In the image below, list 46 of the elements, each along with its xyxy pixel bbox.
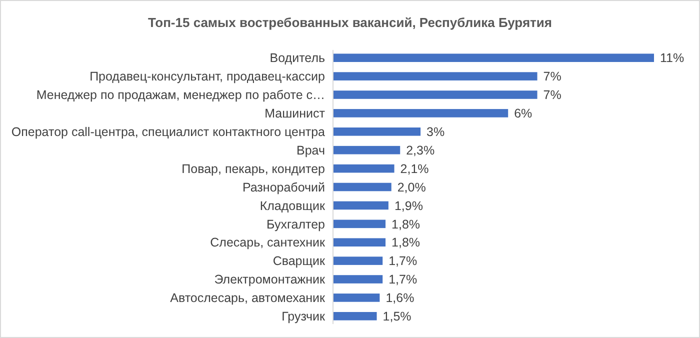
data-label: 2,0% xyxy=(397,180,426,194)
data-label: 1,9% xyxy=(394,198,423,213)
bar xyxy=(333,294,380,302)
data-label: 7% xyxy=(543,88,562,102)
data-label: 2,1% xyxy=(400,162,429,176)
y-tick-label: Продавец-консультант, продавец-кассир xyxy=(90,70,326,84)
y-tick-label: Врач xyxy=(296,143,325,158)
y-tick-label: Электромонтажник xyxy=(214,272,326,287)
bar xyxy=(333,220,386,228)
y-tick-label: Менеджер по продажам, менеджер по работе с… xyxy=(36,88,325,102)
data-label: 3% xyxy=(426,125,445,140)
data-label: 1,8% xyxy=(392,236,420,250)
y-tick-label: Оператор call-центра, специалист контактного центра xyxy=(11,125,326,140)
data-label: 1,7% xyxy=(388,254,418,268)
data-label: 1,6% xyxy=(386,291,414,306)
bar xyxy=(333,256,383,265)
y-tick-label: Машинист xyxy=(264,106,326,121)
bar xyxy=(333,164,394,173)
bar xyxy=(333,275,383,284)
bar xyxy=(333,238,386,247)
data-label: 1,7% xyxy=(388,272,418,287)
bar xyxy=(333,312,377,320)
y-tick-label: Водитель xyxy=(270,51,325,66)
bar xyxy=(333,146,400,154)
y-tick-label: Повар, пекарь, кондитер xyxy=(182,162,326,176)
data-label: 11% xyxy=(660,51,684,66)
data-label: 7% xyxy=(543,70,562,84)
data-label: 1,8% xyxy=(392,217,420,232)
bar xyxy=(333,54,654,62)
bar xyxy=(333,90,538,99)
y-tick-label: Грузчик xyxy=(282,310,326,324)
bar xyxy=(333,72,538,80)
y-tick-label: Слесарь, сантехник xyxy=(210,236,326,250)
y-tick-label: Кладовщик xyxy=(260,198,326,213)
bar xyxy=(333,109,508,118)
y-tick-label: Бухгалтер xyxy=(266,217,326,232)
bar xyxy=(333,127,421,136)
data-label: 1,5% xyxy=(382,310,412,324)
data-label: 6% xyxy=(514,106,532,121)
data-label: 2,3% xyxy=(406,143,435,158)
bar xyxy=(333,182,392,192)
y-tick-label: Сварщик xyxy=(272,254,326,268)
chart-title: Топ-15 самых востребованных вакансий, Республика Бурятия xyxy=(148,15,552,30)
bar xyxy=(333,201,388,210)
y-tick-label: Автослесарь, автомеханик xyxy=(170,291,326,306)
y-tick-label: Разнорабочий xyxy=(242,180,326,194)
